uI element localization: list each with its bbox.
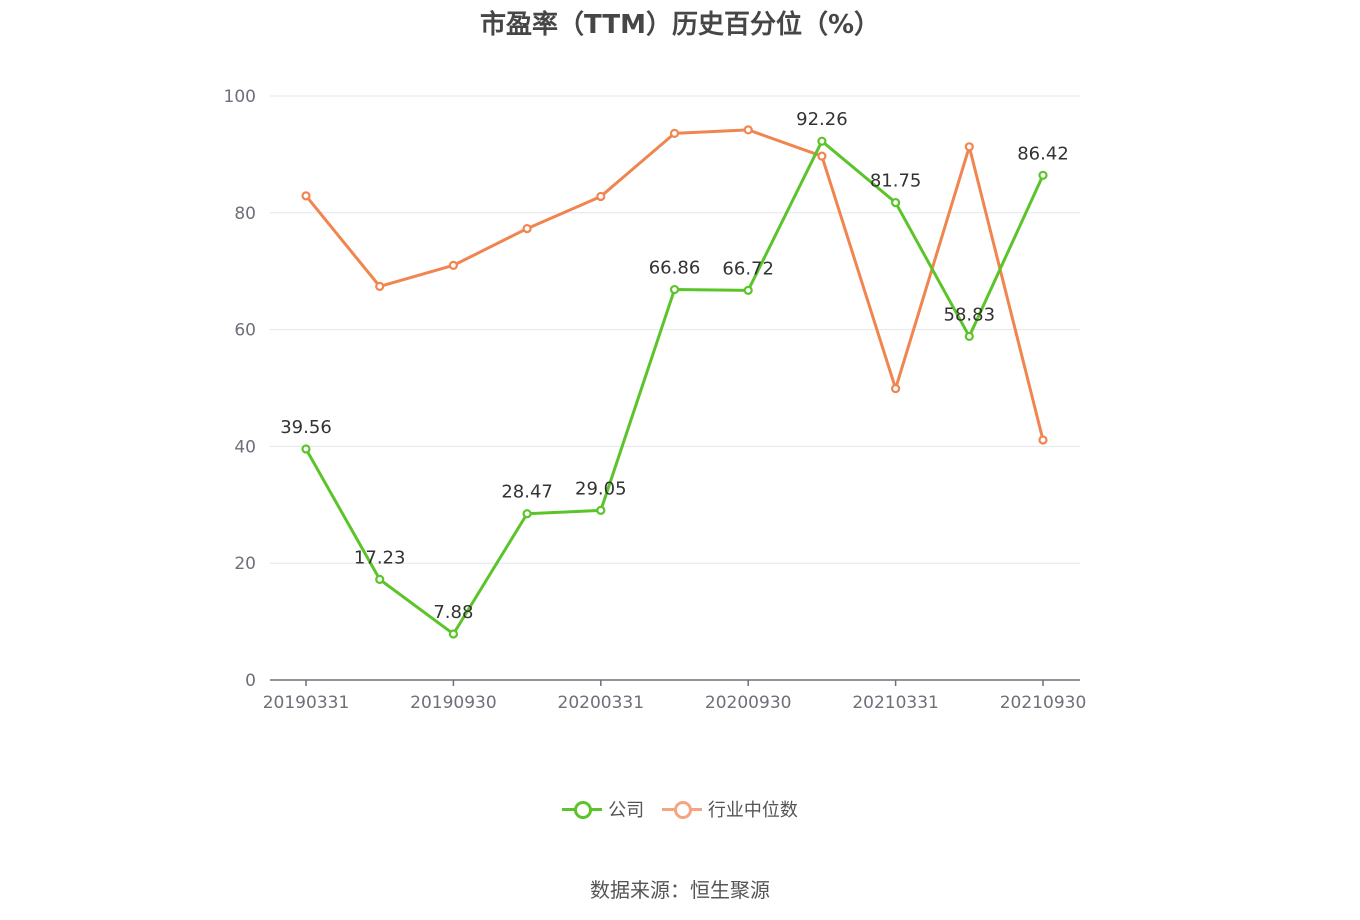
data-point-industry [596, 191, 606, 202]
y-tick-label: 100 [224, 87, 256, 107]
data-point-industry [1038, 435, 1048, 445]
x-tick-label: 20210331 [852, 693, 939, 713]
series-line-company [304, 139, 1045, 636]
data-point-company [522, 509, 532, 519]
x-tick-label: 20210930 [1000, 693, 1087, 713]
legend: 公司 行业中位数 [0, 796, 1360, 822]
data-label: 17.23 [354, 547, 406, 568]
data-label: 66.86 [649, 258, 701, 279]
data-label: 28.47 [501, 482, 553, 503]
y-tick-label: 0 [245, 671, 256, 691]
data-point-company [964, 331, 974, 342]
data-label: 29.05 [575, 478, 627, 499]
data-point-company [743, 285, 753, 295]
series-line-industry [304, 128, 1045, 441]
data-label: 39.56 [280, 417, 332, 438]
data-point-industry [964, 142, 974, 152]
chart-title: 市盈率（TTM）历史百分位（%） [480, 10, 880, 40]
data-point-company [890, 197, 901, 208]
y-tick-label: 80 [234, 204, 256, 224]
data-point-company [375, 574, 385, 584]
data-point-company [596, 505, 606, 515]
data-point-industry [522, 223, 532, 234]
data-point-industry [375, 281, 385, 291]
data-label: 66.72 [722, 258, 774, 279]
legend-company-label: 公司 [608, 800, 645, 821]
data-point-industry [448, 260, 458, 270]
data-label: 92.26 [796, 109, 848, 130]
legend-industry-swatch [661, 799, 702, 819]
data-label: 58.83 [944, 304, 996, 325]
legend-item-company[interactable]: 公司 [562, 796, 644, 822]
data-point-company [1038, 170, 1048, 180]
data-source: 数据来源：恒生聚源 [590, 878, 770, 902]
legend-item-industry[interactable]: 行业中位数 [661, 796, 798, 822]
data-point-industry [743, 125, 753, 135]
x-tick-label: 20190930 [410, 693, 497, 713]
y-tick-label: 20 [234, 554, 256, 574]
legend-industry-label: 行业中位数 [707, 800, 798, 821]
legend-company-swatch [562, 799, 603, 819]
y-tick-label: 60 [234, 321, 256, 341]
data-label: 86.42 [1017, 143, 1069, 164]
x-tick-label: 20190331 [263, 693, 350, 713]
data-point-company [669, 284, 680, 295]
data-point-company [301, 444, 311, 454]
data-label: 7.88 [433, 602, 473, 623]
data-point-industry [890, 383, 901, 394]
data-point-company [817, 136, 827, 146]
x-tick-label: 20200331 [558, 693, 645, 713]
y-tick-label: 40 [234, 437, 256, 457]
data-point-industry [817, 151, 827, 161]
data-point-company [448, 629, 458, 639]
line-chart: 0 20 40 60 80 100 20190331 20190930 20200331 2020… [224, 87, 1087, 713]
x-tick-label: 20200930 [705, 693, 792, 713]
data-point-industry [301, 191, 311, 201]
data-point-industry [669, 128, 680, 138]
data-label: 81.75 [870, 171, 922, 192]
